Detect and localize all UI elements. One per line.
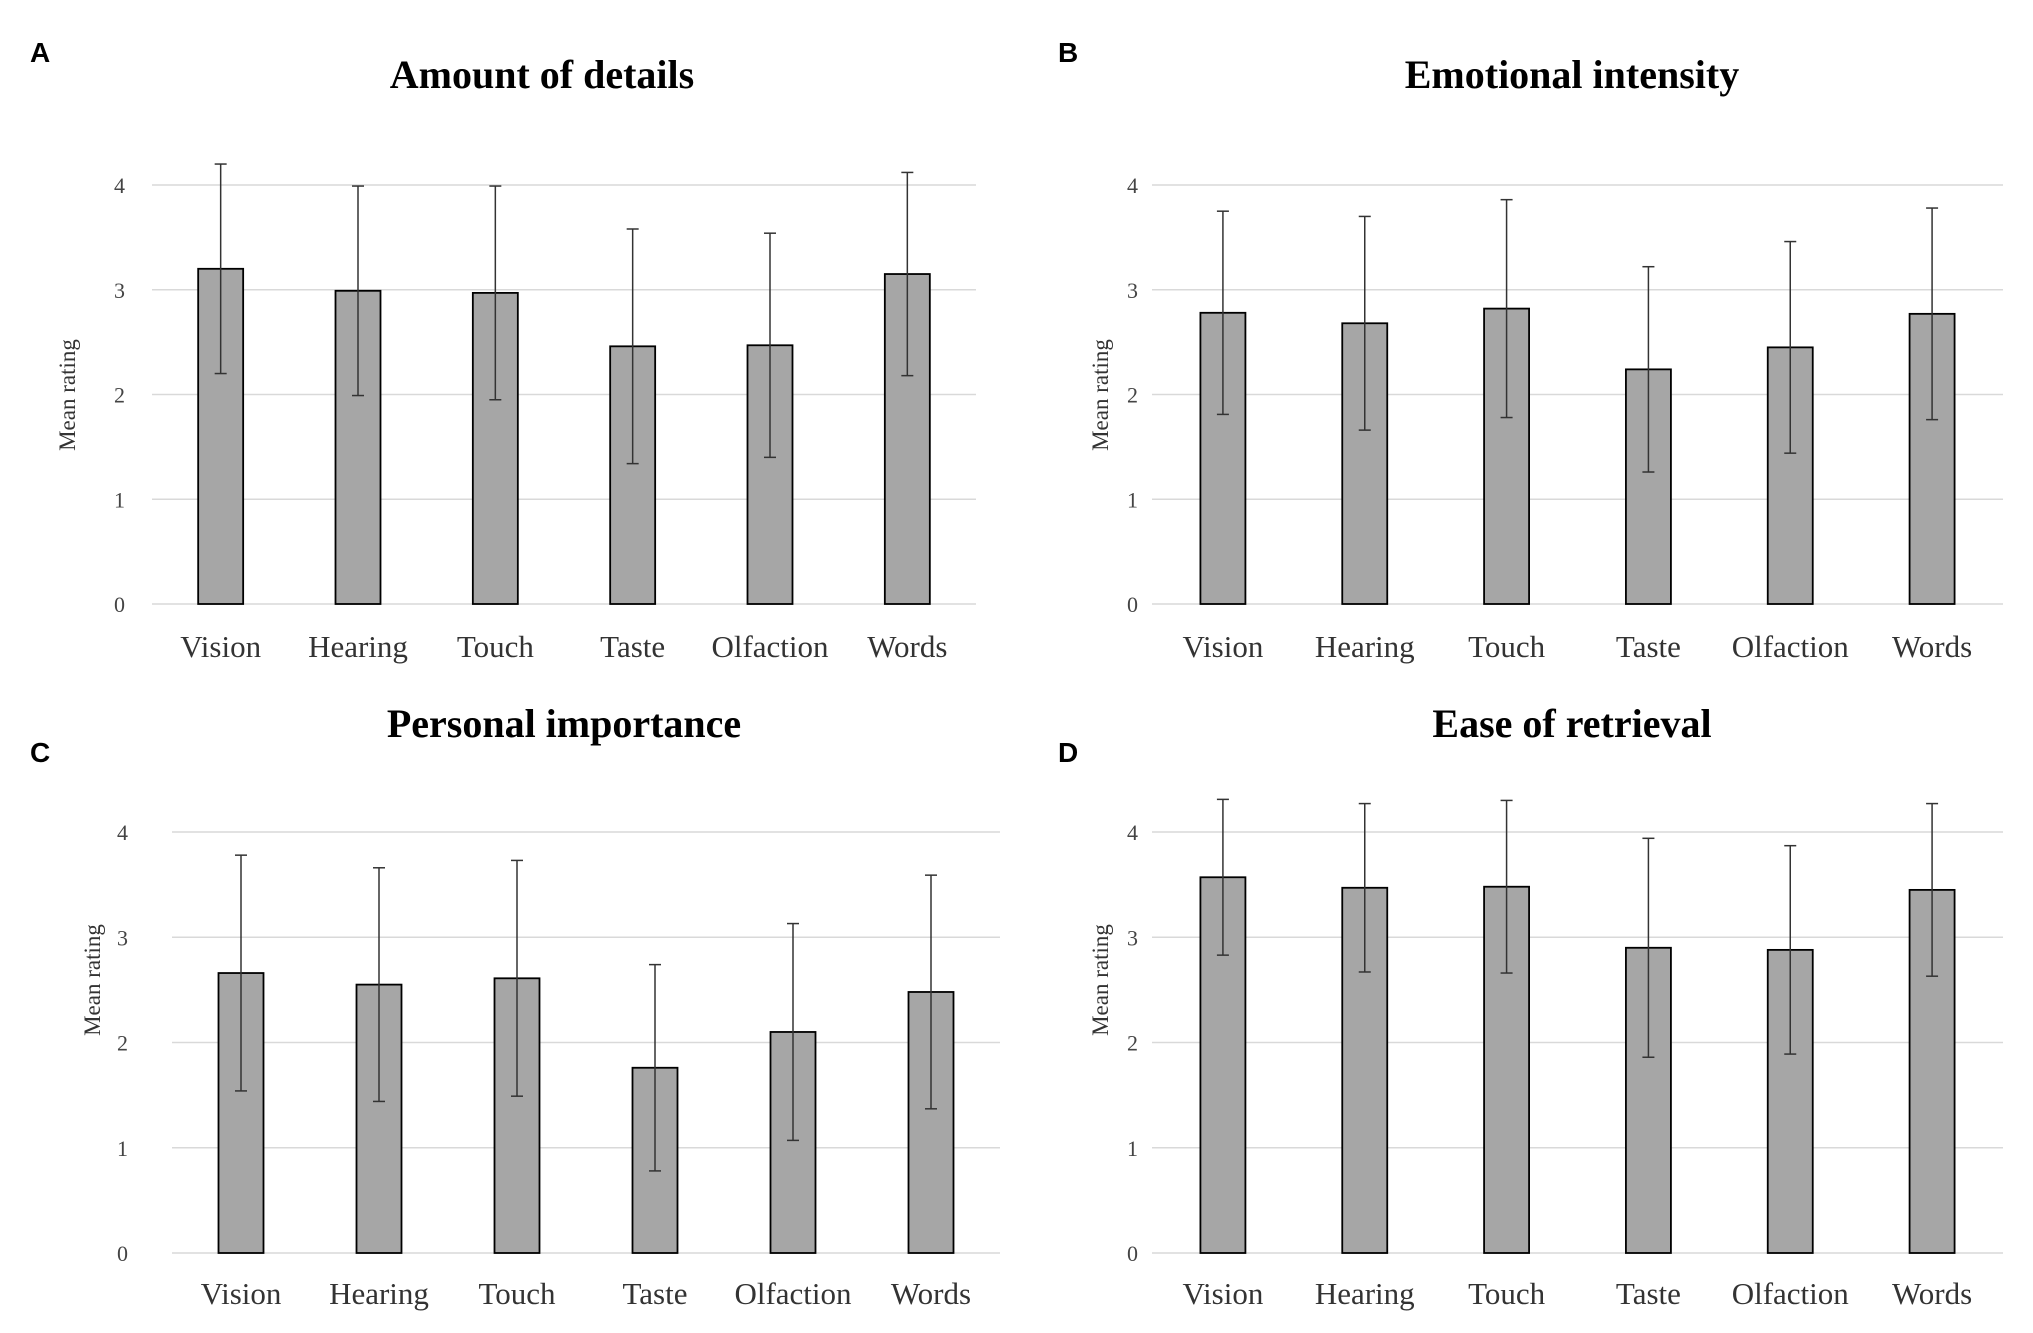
y-tick-label: 4 xyxy=(1127,173,1138,198)
x-tick-label: Hearing xyxy=(329,1276,429,1311)
y-axis-label: Mean rating xyxy=(55,339,80,451)
chart-panel-a: A Amount of details 0 1 2 3 4 Mean rating Vision… xyxy=(30,37,976,664)
x-tick-label: Taste xyxy=(1616,1276,1681,1311)
y-tick-label: 2 xyxy=(1127,1031,1138,1056)
chart-title: Emotional intensity xyxy=(1405,52,1739,97)
x-tick-label: Vision xyxy=(201,1276,282,1311)
x-tick-label: Taste xyxy=(1616,629,1681,664)
x-tick-label: Touch xyxy=(1468,629,1546,664)
panel-label: A xyxy=(30,37,50,68)
y-tick-label: 2 xyxy=(114,383,125,408)
x-tick-label: Taste xyxy=(623,1276,688,1311)
x-tick-label: Vision xyxy=(1183,1276,1264,1311)
x-tick-label: Olfaction xyxy=(734,1276,852,1311)
y-tick-label: 1 xyxy=(1127,487,1138,512)
x-tick-label: Touch xyxy=(1468,1276,1546,1311)
chart-title: Amount of details xyxy=(390,52,694,97)
x-tick-label: Vision xyxy=(180,629,261,664)
y-tick-label: 4 xyxy=(117,820,128,845)
y-tick-label: 1 xyxy=(1127,1136,1138,1161)
y-tick-label: 0 xyxy=(114,592,125,617)
y-tick-label: 3 xyxy=(117,925,128,950)
y-tick-label: 0 xyxy=(1127,592,1138,617)
y-axis-label: Mean rating xyxy=(80,924,105,1036)
x-tick-label: Words xyxy=(867,629,947,664)
y-tick-label: 2 xyxy=(117,1031,128,1056)
bar-vision xyxy=(1199,311,1247,605)
y-tick-label: 3 xyxy=(1127,278,1138,303)
x-tick-label: Touch xyxy=(478,1276,556,1311)
x-tick-label: Olfaction xyxy=(1732,1276,1850,1311)
y-axis-label: Mean rating xyxy=(1088,339,1113,451)
y-tick-label: 4 xyxy=(114,173,125,198)
x-tick-label: Hearing xyxy=(1315,629,1415,664)
y-tick-label: 1 xyxy=(117,1136,128,1161)
y-axis-label: Mean rating xyxy=(1088,924,1113,1036)
x-tick-label: Olfaction xyxy=(711,629,829,664)
y-tick-label: 3 xyxy=(1127,925,1138,950)
y-tick-label: 1 xyxy=(114,487,125,512)
x-tick-label: Hearing xyxy=(1315,1276,1415,1311)
y-tick-label: 2 xyxy=(1127,383,1138,408)
x-tick-label: Olfaction xyxy=(1732,629,1850,664)
y-tick-label: 3 xyxy=(114,278,125,303)
panel-label: B xyxy=(1058,37,1078,68)
x-tick-label: Taste xyxy=(600,629,665,664)
chart-panel-c: C Personal importance 0 1 2 3 4 Mean rating Visi… xyxy=(30,701,1000,1311)
chart-panel-d: D Ease of retrieval 0 1 2 3 4 Mean rating Vision… xyxy=(1058,701,2003,1311)
x-tick-label: Words xyxy=(891,1276,971,1311)
y-tick-label: 0 xyxy=(117,1241,128,1266)
chart-title: Ease of retrieval xyxy=(1432,701,1711,746)
x-tick-label: Hearing xyxy=(308,629,408,664)
y-tick-label: 4 xyxy=(1127,820,1138,845)
y-tick-label: 0 xyxy=(1127,1241,1138,1266)
chart-panel-b: B Emotional intensity 0 1 2 3 4 Mean rating Visi… xyxy=(1058,37,2003,664)
panel-label: C xyxy=(30,737,50,768)
chart-title: Personal importance xyxy=(387,701,741,746)
x-tick-label: Words xyxy=(1892,1276,1972,1311)
x-tick-label: Touch xyxy=(457,629,535,664)
panel-label: D xyxy=(1058,737,1078,768)
x-tick-label: Vision xyxy=(1183,629,1264,664)
x-tick-label: Words xyxy=(1892,629,1972,664)
